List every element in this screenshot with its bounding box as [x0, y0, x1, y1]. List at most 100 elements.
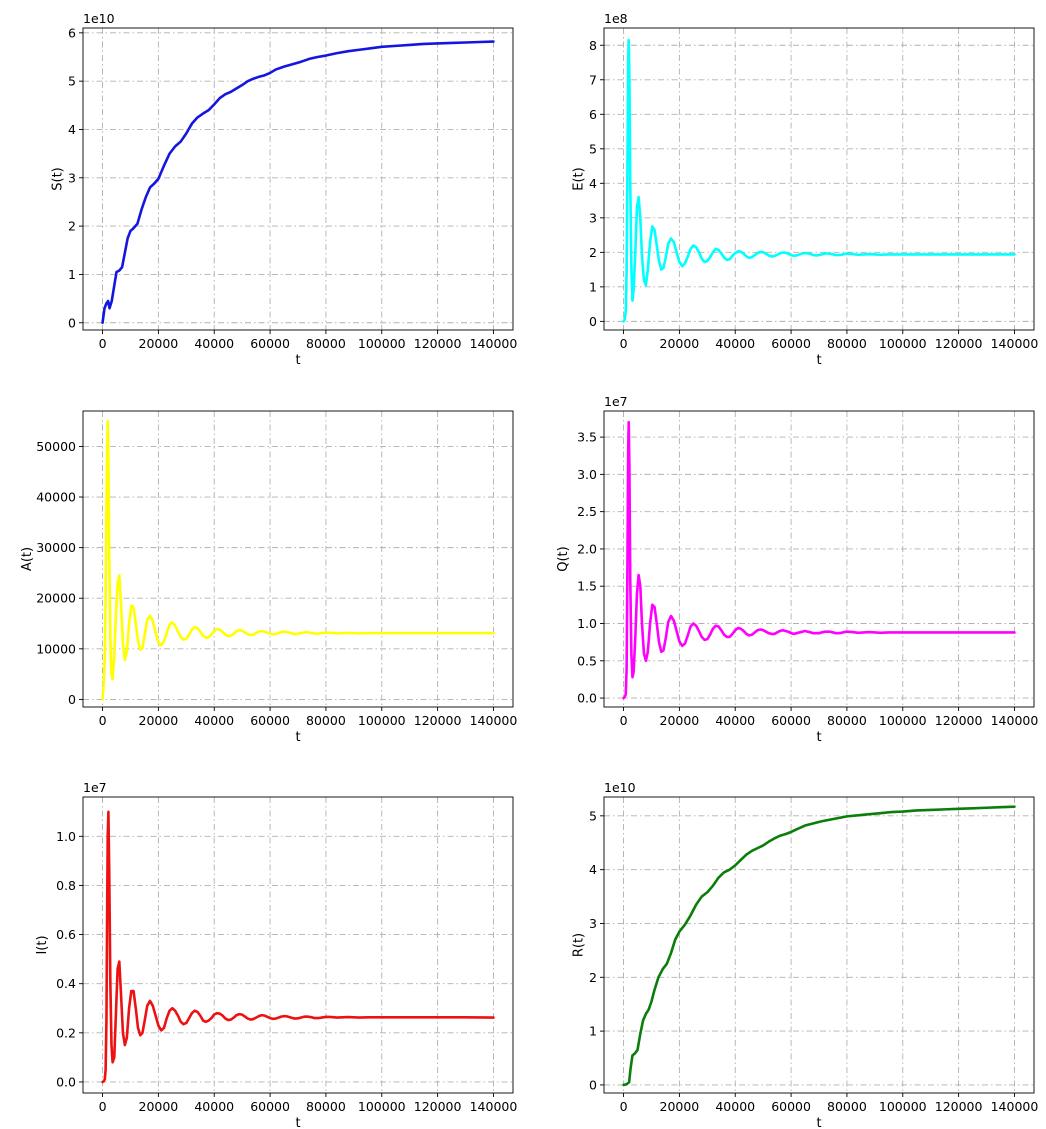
subplot-e: 0 20000 40000 60000 80000 100000 120000 140000 0… [571, 11, 1038, 368]
y-tick-label: 5 [589, 141, 597, 156]
x-tick-label: 60000 [771, 1099, 811, 1114]
x-axis-label: t [295, 730, 300, 745]
x-axis-label: t [816, 1116, 821, 1129]
x-tick-label: 100000 [879, 713, 927, 728]
y-offset-label: 1e10 [604, 780, 636, 795]
y-tick-label: 2.5 [577, 504, 597, 519]
y-tick-label: 2 [68, 219, 76, 234]
x-tick-label: 40000 [715, 1099, 755, 1114]
x-tick-label: 40000 [194, 336, 234, 351]
x-tick-label: 20000 [660, 1099, 700, 1114]
x-tick-label: 80000 [306, 713, 346, 728]
plot-frame [603, 796, 1035, 1094]
plot-frame [603, 410, 1035, 708]
y-axis-label: A(t) [20, 547, 35, 571]
x-tick-label: 20000 [139, 336, 179, 351]
x-tick-label: 0 [99, 713, 107, 728]
y-tick-label: 0.5 [577, 653, 597, 668]
subplot-s: 0 20000 40000 60000 80000 100000 120000 140000 0… [50, 11, 517, 368]
subplot-a: 0 20000 40000 60000 80000 100000 120000 140000 0… [20, 410, 518, 745]
y-tick-label: 0.4 [56, 976, 76, 991]
x-axis-label: t [816, 353, 821, 368]
y-tick-label: 3 [589, 916, 597, 931]
y-axis-label: I(t) [35, 935, 50, 954]
y-tick-label: 2 [589, 970, 597, 985]
x-tick-label: 0 [620, 336, 628, 351]
series-line [101, 810, 495, 1084]
y-tick-label: 0.8 [56, 878, 76, 893]
plot-frame [82, 410, 514, 708]
series-line [622, 38, 1016, 323]
x-tick-label: 40000 [194, 1099, 234, 1114]
series-line [622, 420, 1016, 700]
x-tick-label: 80000 [827, 1099, 867, 1114]
x-axis-label: t [295, 1116, 300, 1129]
y-tick-label: 30000 [36, 540, 76, 555]
x-tick-label: 100000 [358, 1099, 406, 1114]
plot-frame [82, 796, 514, 1094]
x-tick-label: 20000 [660, 336, 700, 351]
series-line [101, 40, 495, 325]
y-tick-label: 3 [589, 210, 597, 225]
y-tick-label: 3 [68, 170, 76, 185]
y-tick-label: 1.0 [56, 829, 76, 844]
x-axis-label: t [816, 730, 821, 745]
y-tick-label: 4 [589, 862, 597, 877]
y-tick-label: 1 [68, 267, 76, 282]
x-tick-label: 120000 [935, 1099, 983, 1114]
x-tick-label: 60000 [771, 336, 811, 351]
y-tick-label: 0.2 [56, 1025, 76, 1040]
x-tick-label: 0 [620, 713, 628, 728]
x-tick-label: 100000 [879, 336, 927, 351]
x-tick-label: 140000 [470, 1099, 518, 1114]
y-tick-label: 0.0 [56, 1074, 76, 1089]
y-axis-label: E(t) [571, 167, 586, 190]
x-tick-label: 0 [99, 336, 107, 351]
y-tick-label: 5 [68, 74, 76, 89]
subplot-i: 0 20000 40000 60000 80000 100000 120000 140000 0… [35, 780, 517, 1129]
x-tick-label: 100000 [358, 336, 406, 351]
x-tick-label: 100000 [358, 713, 406, 728]
x-tick-label: 120000 [414, 336, 462, 351]
y-tick-label: 3.0 [577, 467, 597, 482]
series-line [622, 805, 1016, 1087]
x-tick-label: 120000 [935, 713, 983, 728]
y-tick-label: 0 [589, 1077, 597, 1092]
y-tick-label: 6 [68, 25, 76, 40]
y-tick-label: 20000 [36, 591, 76, 606]
x-tick-label: 140000 [991, 336, 1039, 351]
x-tick-label: 140000 [470, 336, 518, 351]
y-tick-label: 10000 [36, 641, 76, 656]
y-tick-label: 2.0 [577, 541, 597, 556]
subplot-r: 0 20000 40000 60000 80000 100000 120000 140000 0… [571, 780, 1038, 1129]
y-offset-label: 1e10 [83, 11, 115, 26]
y-tick-label: 1 [589, 279, 597, 294]
y-axis-label: S(t) [50, 167, 65, 191]
x-tick-label: 0 [620, 1099, 628, 1114]
x-tick-label: 80000 [306, 1099, 346, 1114]
y-tick-label: 0 [589, 314, 597, 329]
y-tick-label: 5 [589, 808, 597, 823]
y-tick-label: 0 [68, 315, 76, 330]
subplot-q: 0 20000 40000 60000 80000 100000 120000 140000 0… [556, 394, 1038, 745]
x-axis-label: t [295, 353, 300, 368]
y-tick-label: 1 [589, 1024, 597, 1039]
x-tick-label: 120000 [935, 336, 983, 351]
y-tick-label: 8 [589, 38, 597, 53]
y-offset-label: 1e8 [604, 11, 628, 26]
y-tick-label: 4 [589, 176, 597, 191]
y-tick-label: 50000 [36, 439, 76, 454]
x-tick-label: 60000 [250, 1099, 290, 1114]
x-tick-label: 120000 [414, 713, 462, 728]
plot-frame [603, 27, 1035, 331]
x-tick-label: 120000 [414, 1099, 462, 1114]
y-offset-label: 1e7 [604, 394, 628, 409]
y-tick-label: 7 [589, 72, 597, 87]
x-tick-label: 20000 [139, 713, 179, 728]
x-tick-label: 140000 [470, 713, 518, 728]
x-tick-label: 60000 [771, 713, 811, 728]
x-tick-label: 140000 [991, 713, 1039, 728]
y-offset-label: 1e7 [83, 780, 107, 795]
x-tick-label: 140000 [991, 1099, 1039, 1114]
